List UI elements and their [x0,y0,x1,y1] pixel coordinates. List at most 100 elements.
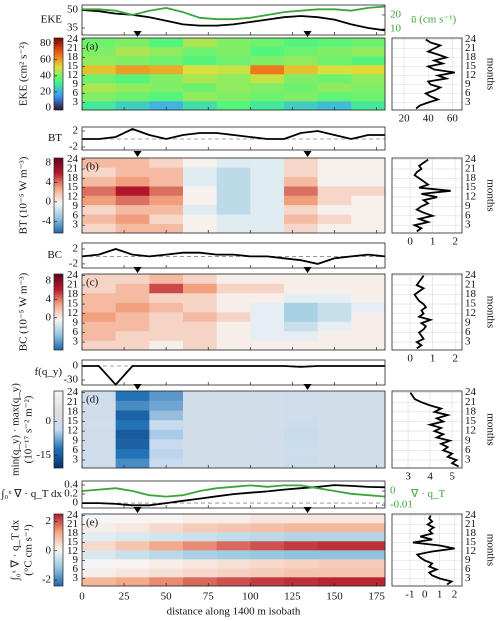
position-marker [303,151,312,157]
heat-cell [284,550,318,560]
heat-cell [82,419,116,430]
heat-cell [284,302,318,313]
colorbar-tick-label: 0 [46,311,52,323]
heat-cell [351,74,386,84]
x-tick-label: 25 [119,591,131,603]
x-tick-label: 4 [427,471,433,483]
plot-frame [81,480,386,509]
heat-cell [183,321,217,332]
y-tick-label: 21 [465,42,476,54]
y-tick-label: 24 [67,33,79,45]
heat-cell [82,458,116,469]
x-axis-label: distance along 1400 m isobath [167,606,301,618]
heat-cell [351,92,386,102]
y-tick-label: 15 [67,298,79,310]
heat-cell [149,214,184,224]
heat-cell [216,312,251,322]
plot-frame [81,37,386,111]
heat-cell [149,293,184,303]
heat-cell [82,429,116,440]
heat-cell [149,302,184,313]
heat-cell [317,532,352,542]
position-marker [303,31,312,37]
x-tick-label: 75 [203,591,215,603]
heat-cell [216,532,251,542]
heat-cell [216,274,251,284]
heat-cell [183,38,217,48]
colorbar-tick-label: 80 [40,37,52,49]
position-marker [303,384,312,390]
heat-cell [250,302,285,313]
heat-cell [115,158,150,168]
heat-cell [284,186,318,196]
heat-cell [250,523,285,533]
y-tick-label: 12 [465,425,476,437]
heat-cell [351,532,386,542]
heat-cell [115,577,150,587]
heat-cell [317,419,352,430]
heat-cell [216,223,251,234]
heat-cell [216,321,251,332]
y-tick-label: 6 [465,326,471,338]
position-marker [133,507,142,513]
heat-cell [284,56,318,66]
heat-cell [351,312,386,322]
heat-cell [183,331,217,341]
heat-cell [250,92,285,102]
heat-cell [317,204,352,215]
heat-cell [183,65,217,75]
profile-line [413,275,434,350]
heat-cell [82,204,116,215]
heat-cell [183,204,217,215]
series-line [82,365,385,387]
heat-cell [115,293,150,303]
position-marker [133,151,142,157]
position-marker [133,384,142,390]
x-tick-label: 1 [430,353,436,365]
heat-cell [216,340,251,351]
y-tick-label: 18 [67,527,79,539]
heat-cell [317,176,352,187]
heat-cell [216,65,251,75]
y-tick-label: 15 [465,181,477,193]
y-tick-label: 6 [465,444,471,456]
heat-cell [250,321,285,332]
heat-cell [115,550,150,560]
y-tick-label: 6 [465,87,471,99]
heat-cell [183,340,217,351]
y-tick-label: 12 [465,69,476,81]
heat-cell [284,92,318,102]
x-tick-label: 2 [452,236,458,248]
position-marker [133,31,142,37]
heat-cell [82,83,116,93]
y-tick-label: 21 [465,162,476,174]
panel-letter: (b) [86,161,99,173]
heat-cell [149,523,184,533]
y-tick-label: 24 [465,269,477,281]
heat-cell [317,523,352,533]
x-tick-label: 0 [407,353,413,365]
y-tick-label: 3 [73,219,79,231]
heat-cell [250,214,285,224]
plot-frame [391,157,463,234]
y-tick-label: 24 [67,269,79,281]
heat-cell [82,514,116,524]
heat-cell [149,101,184,111]
heat-cell [82,101,116,111]
heat-cell [250,38,285,48]
heat-cell [351,568,386,578]
heat-cell [317,559,352,569]
heat-cell [351,195,386,206]
heat-cell [183,419,217,430]
heat-cell [82,550,116,560]
panel-letter: (e) [86,517,99,529]
heat-cell [250,293,285,303]
panel-letter: (d) [86,394,99,406]
y-tick-label: 3 [465,219,471,231]
y-tick-label: 12 [465,307,476,319]
y-tick-label: 18 [67,405,79,417]
y-tick-label: 18 [465,288,477,300]
heat-cell [183,410,217,421]
heat-cell [216,283,251,294]
y-tick-label: 18 [465,51,477,63]
